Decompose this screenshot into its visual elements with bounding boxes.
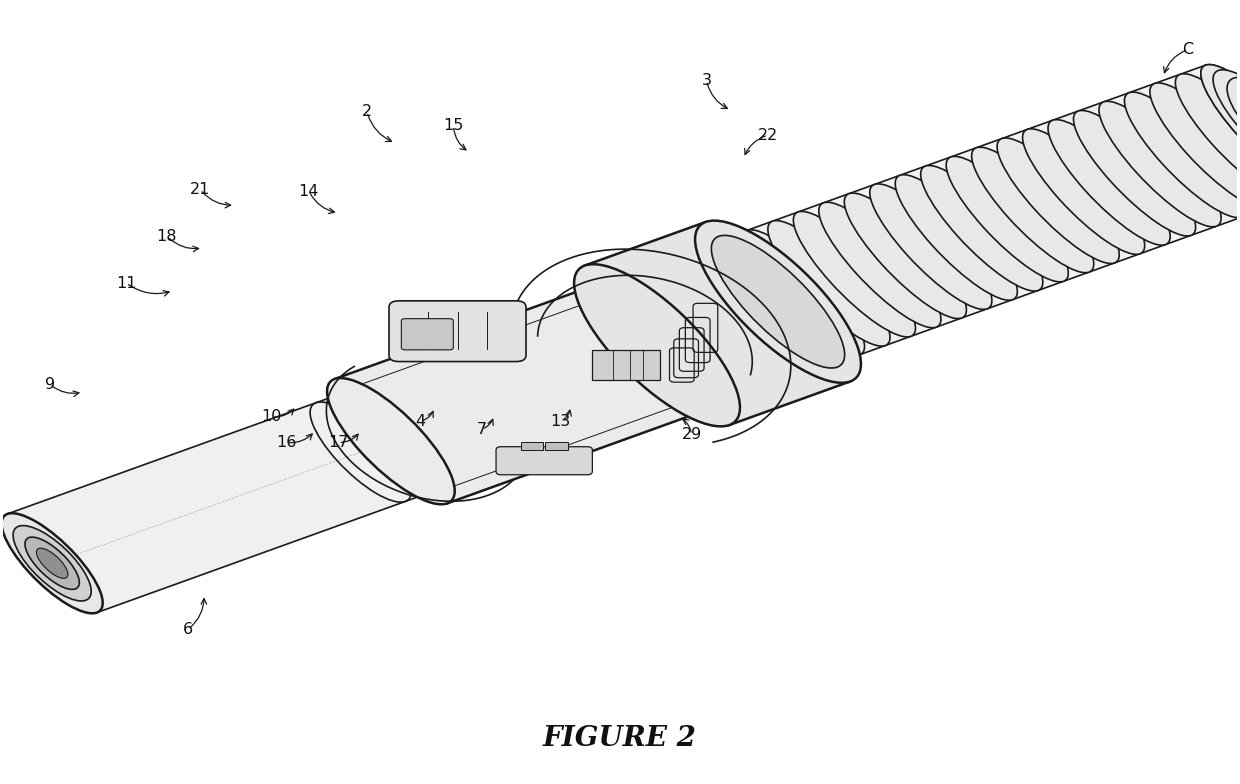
Ellipse shape: [14, 525, 92, 601]
FancyBboxPatch shape: [496, 447, 593, 475]
Ellipse shape: [972, 147, 1094, 273]
Text: 3: 3: [702, 73, 712, 88]
Text: 22: 22: [758, 128, 779, 143]
Ellipse shape: [768, 220, 890, 346]
Text: 15: 15: [443, 118, 464, 133]
Text: 2: 2: [362, 104, 372, 119]
Ellipse shape: [844, 193, 966, 318]
Ellipse shape: [869, 184, 992, 310]
Ellipse shape: [895, 175, 1017, 300]
Text: 13: 13: [551, 414, 570, 429]
Ellipse shape: [25, 537, 79, 590]
Ellipse shape: [997, 138, 1120, 263]
Ellipse shape: [36, 548, 68, 579]
Ellipse shape: [1228, 78, 1240, 169]
Ellipse shape: [1125, 92, 1240, 218]
FancyBboxPatch shape: [402, 318, 454, 350]
Ellipse shape: [712, 235, 844, 368]
Ellipse shape: [1023, 129, 1145, 254]
Ellipse shape: [1200, 64, 1240, 190]
Ellipse shape: [574, 264, 740, 426]
Ellipse shape: [794, 212, 915, 337]
Text: 16: 16: [277, 435, 296, 450]
Text: 4: 4: [415, 414, 425, 429]
Ellipse shape: [1176, 74, 1240, 199]
Text: 18: 18: [156, 229, 177, 244]
Ellipse shape: [946, 156, 1069, 282]
Text: 7: 7: [476, 422, 487, 437]
Ellipse shape: [696, 220, 861, 383]
Ellipse shape: [327, 378, 455, 504]
Ellipse shape: [1149, 83, 1240, 209]
Text: FIGURE 2: FIGURE 2: [543, 725, 697, 752]
Text: 10: 10: [262, 409, 281, 424]
FancyBboxPatch shape: [389, 301, 526, 361]
Ellipse shape: [1213, 70, 1240, 180]
Text: 6: 6: [182, 622, 193, 637]
Bar: [593, 350, 661, 379]
Polygon shape: [7, 392, 435, 612]
Text: 21: 21: [190, 182, 211, 197]
Ellipse shape: [920, 165, 1043, 291]
Ellipse shape: [593, 282, 720, 408]
Text: 11: 11: [117, 275, 136, 291]
Ellipse shape: [340, 391, 441, 492]
Text: 17: 17: [329, 435, 348, 450]
Text: 9: 9: [45, 377, 55, 392]
Ellipse shape: [743, 230, 864, 355]
Bar: [521, 442, 543, 450]
Polygon shape: [335, 283, 713, 503]
Ellipse shape: [1048, 120, 1171, 245]
Bar: [546, 442, 568, 450]
Ellipse shape: [1, 514, 103, 613]
Ellipse shape: [1200, 64, 1240, 190]
Ellipse shape: [818, 202, 941, 328]
Ellipse shape: [1099, 101, 1221, 227]
Ellipse shape: [717, 239, 839, 365]
Polygon shape: [585, 222, 851, 425]
Ellipse shape: [1074, 111, 1195, 236]
Text: 14: 14: [299, 183, 319, 198]
Text: C: C: [1182, 42, 1193, 57]
Polygon shape: [722, 65, 1240, 364]
Text: 29: 29: [682, 427, 702, 442]
